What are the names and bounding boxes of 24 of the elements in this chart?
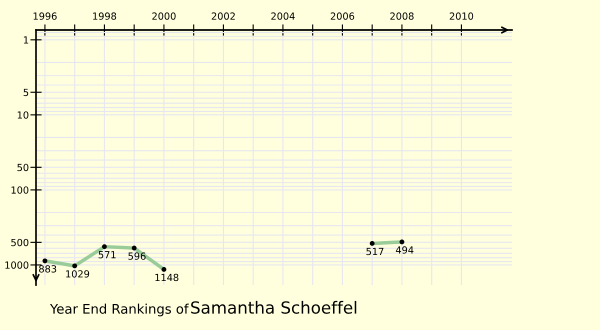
x-tick-label: 2002	[212, 12, 235, 20]
data-label: 596	[128, 252, 146, 260]
x-tick-label: 1996	[34, 12, 57, 20]
y-tick-label: 5	[24, 88, 28, 96]
y-tick-label: 1	[24, 36, 28, 44]
y-tick-label: 1000	[5, 261, 28, 269]
x-tick-label: 2000	[152, 12, 176, 20]
data-label: 1148	[155, 274, 178, 282]
data-label: 494	[396, 246, 414, 254]
text: Year End Rankings of	[50, 304, 189, 316]
x-tick-label: 1998	[93, 12, 116, 20]
x-tick-label: 2010	[450, 12, 474, 20]
y-tick-label: 500	[11, 238, 28, 246]
data-label: 517	[366, 248, 384, 256]
y-tick-label: 50	[17, 164, 28, 172]
x-tick-label: 2004	[271, 12, 295, 20]
y-tick-label: 10	[18, 111, 28, 119]
text: Samantha Schoeffel	[191, 300, 356, 314]
data-label: 883	[39, 265, 56, 273]
y-tick-label: 100	[12, 186, 28, 194]
x-tick-label: 2006	[330, 12, 354, 20]
data-label: 571	[98, 251, 116, 258]
data-label: 1029	[66, 270, 90, 278]
x-tick-label: 2008	[390, 12, 414, 20]
